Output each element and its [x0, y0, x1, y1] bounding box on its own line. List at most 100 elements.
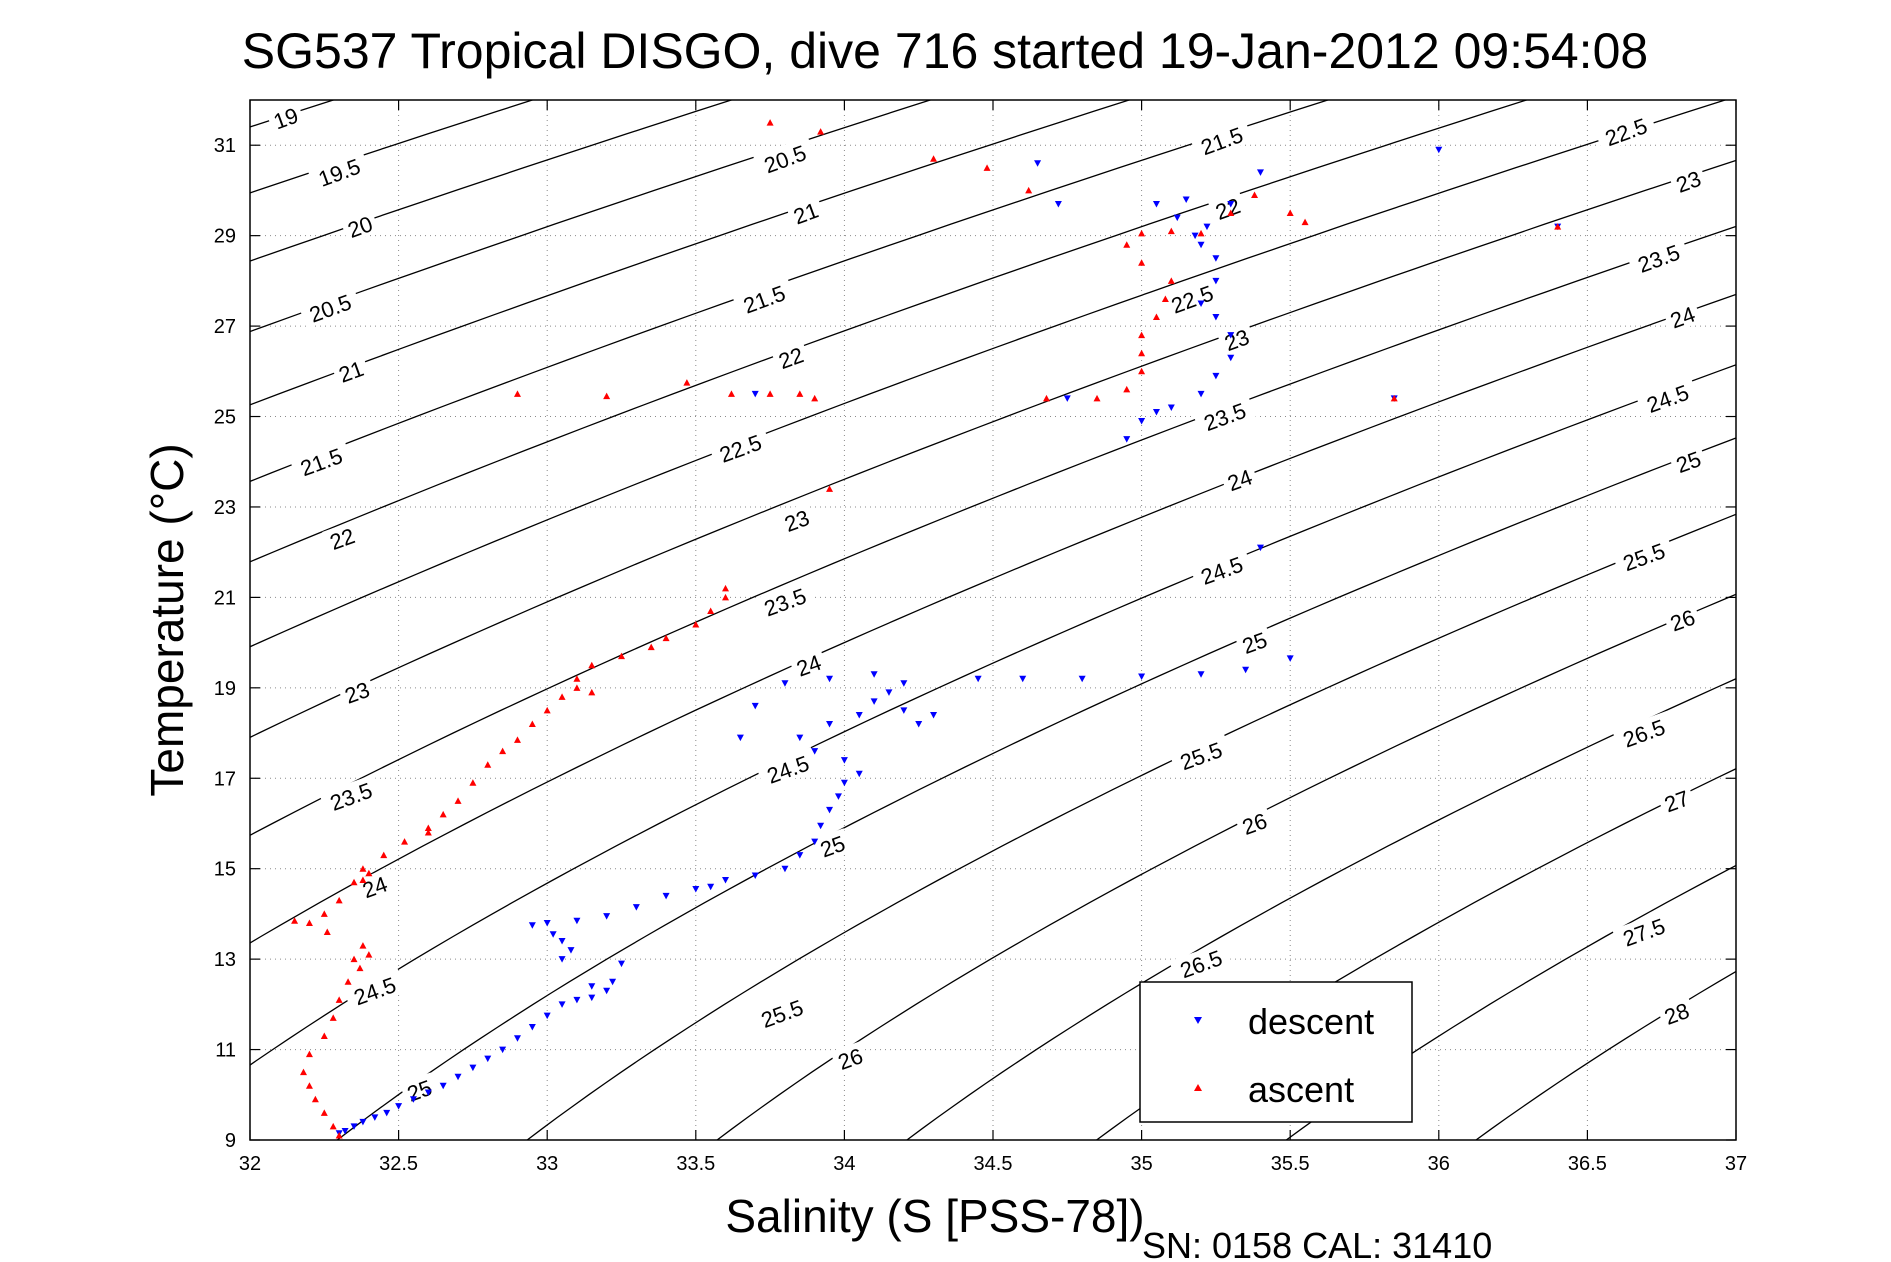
descent-point: [811, 748, 819, 755]
ascent-point: [1197, 229, 1205, 237]
descent-point: [1034, 160, 1042, 167]
contour-label-bg: [708, 426, 772, 469]
descent-point: [1286, 655, 1294, 662]
ascent-point: [1138, 229, 1146, 237]
ascent-point: [513, 390, 521, 397]
y-tick-label: 21: [214, 587, 236, 609]
y-tick-label: 11: [215, 1040, 236, 1062]
ascent-point: [1554, 223, 1562, 230]
ascent-point: [469, 779, 477, 786]
ascent-point: [558, 693, 566, 700]
contour-label-bg: [289, 439, 353, 482]
ascent-point: [1167, 277, 1175, 284]
density-contour-line: [250, 100, 1728, 648]
descent-point: [573, 917, 581, 925]
ascent-point: [329, 1122, 337, 1130]
descent-point: [484, 1055, 492, 1063]
descent-point: [826, 675, 834, 683]
ascent-point: [1138, 259, 1146, 266]
descent-point: [855, 711, 863, 719]
contour-label-bg: [319, 774, 383, 817]
contour-label: 22: [322, 520, 362, 555]
y-tick-label: 31: [214, 135, 236, 157]
grid-lines: [250, 100, 1736, 1140]
ascent-point: [1286, 209, 1294, 217]
descent-point: [1138, 673, 1146, 681]
ascent-point: [344, 978, 352, 985]
descent-point: [1435, 146, 1443, 154]
legend-ascent-label: ascent: [1248, 1069, 1354, 1110]
descent-point: [603, 913, 611, 920]
ascent-point: [528, 720, 536, 727]
descent-point: [900, 680, 908, 687]
y-tick-label: 19: [214, 678, 236, 700]
contour-label-bg: [1612, 909, 1675, 953]
descent-point: [811, 838, 819, 846]
descent-point: [1167, 404, 1175, 411]
x-axis-label: Salinity (S [PSS-78]): [725, 1190, 1144, 1242]
ascent-point: [1025, 186, 1033, 194]
y-tick-label: 29: [214, 226, 236, 248]
ascent-point: [401, 838, 409, 845]
ascent-point: [1390, 394, 1398, 402]
contour-label-bg: [770, 339, 811, 374]
descent-point: [1212, 277, 1220, 285]
legend-box: [1139, 981, 1413, 1123]
descent-point: [371, 1114, 379, 1121]
contour-label-bg: [812, 828, 852, 863]
contour-label-bg: [265, 100, 305, 135]
descent-point: [1138, 418, 1146, 425]
descent-point: [499, 1046, 507, 1054]
density-contour-line: [250, 293, 1736, 944]
ascent-point: [513, 736, 521, 743]
ascent-point: [359, 942, 367, 949]
density-contour-line: [250, 100, 1132, 406]
descent-point: [662, 892, 670, 900]
descent-point: [558, 956, 566, 963]
ascent-point: [722, 584, 730, 592]
descent-point: [1197, 671, 1205, 678]
y-tick-label: 9: [225, 1130, 236, 1152]
contour-label: 24: [1219, 461, 1259, 496]
descent-point: [409, 1096, 417, 1103]
descent-point: [1256, 169, 1264, 176]
ascent-point: [1138, 331, 1146, 339]
descent-point: [359, 1118, 367, 1126]
ascent-point: [365, 951, 373, 958]
contour-label-bg: [307, 150, 371, 193]
contour-label-bg: [1160, 276, 1224, 320]
ascent-point: [573, 684, 581, 691]
descent-point: [1203, 223, 1211, 231]
ascent-point: [1093, 394, 1101, 402]
density-contour-line: [250, 100, 933, 333]
contour-label-bg: [1594, 109, 1658, 152]
contour-label-bg: [1207, 190, 1248, 225]
ascent-point: [722, 593, 730, 601]
chart-title: SG537 Tropical DISGO, dive 716 started 1…: [242, 23, 1648, 79]
ascent-point: [350, 878, 358, 886]
descent-point: [513, 1035, 521, 1042]
contour-label-bg: [750, 991, 814, 1034]
descent-point: [1197, 300, 1205, 307]
descent-point: [751, 702, 759, 710]
contour-label-bg: [322, 520, 362, 555]
descent-point: [930, 711, 938, 719]
descent-point: [1019, 675, 1027, 683]
contour-label-bg: [1169, 733, 1233, 776]
serial-calibration-footer: SN: 0158 CAL: 31410: [1142, 1225, 1492, 1262]
data-points: [291, 119, 1562, 1139]
ascent-point: [796, 390, 804, 397]
x-tick-label: 35.5: [1271, 1153, 1310, 1175]
descent-point: [469, 1064, 477, 1072]
ascent-point: [291, 917, 299, 924]
descent-point: [454, 1073, 462, 1081]
descent-point: [567, 947, 575, 954]
ascent-point: [588, 661, 596, 669]
ascent-point: [1138, 367, 1146, 375]
x-tick-label: 35: [1130, 1153, 1152, 1175]
descent-point: [439, 1082, 447, 1090]
descent-point: [1197, 241, 1205, 249]
descent-point: [603, 987, 611, 995]
ascent-point: [618, 652, 625, 660]
x-tick-label: 33.5: [676, 1153, 715, 1175]
